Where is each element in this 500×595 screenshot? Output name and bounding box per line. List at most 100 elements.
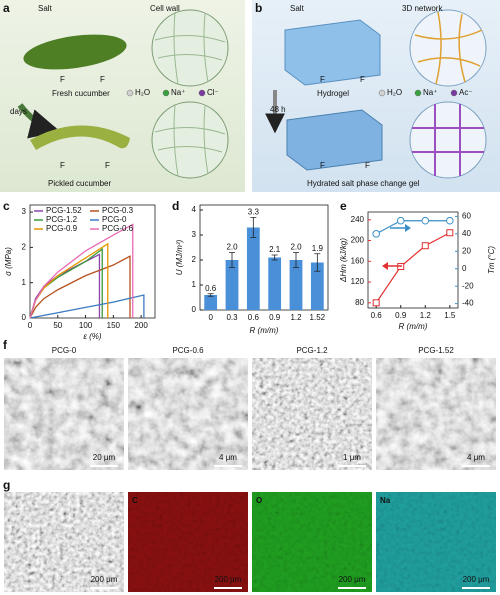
map-texture xyxy=(252,492,372,592)
sem-image xyxy=(376,358,496,470)
element-label: O xyxy=(256,496,262,505)
y-tick-label: 2 xyxy=(192,255,197,264)
axis-title: R (m/m) xyxy=(250,326,279,335)
bar xyxy=(289,260,303,310)
legend-label: PCG-1.2 xyxy=(46,215,78,224)
scale-label: 200 μm xyxy=(463,575,490,584)
y-tick-label: 3 xyxy=(22,207,27,216)
legend-label: PCG-0.6 xyxy=(102,224,134,233)
error-bar xyxy=(250,217,257,238)
element-label: Na xyxy=(380,496,391,505)
image-label: PCG-0.6 xyxy=(172,346,204,355)
y-tick-label: 40 xyxy=(462,229,471,238)
legend-dot xyxy=(162,89,170,97)
force-label: F xyxy=(60,161,65,170)
error-bar xyxy=(271,254,278,261)
legend-label: PCG-0.3 xyxy=(102,206,134,215)
image-label: PCG-1.52 xyxy=(418,346,454,355)
legend-label: PCG-0.9 xyxy=(46,224,78,233)
y-tick-label: 160 xyxy=(351,256,365,265)
bar xyxy=(268,257,282,310)
error-bar xyxy=(229,252,235,268)
hydrogel-block xyxy=(284,19,381,86)
marker xyxy=(446,216,454,225)
zoom-circle xyxy=(151,101,229,179)
axis-title: U (MJ/m³) xyxy=(175,239,184,275)
marker xyxy=(372,230,380,238)
y-tick-label: 2 xyxy=(22,242,27,251)
arrow-head xyxy=(405,224,411,232)
marker xyxy=(421,242,429,250)
y-tick-label: 0 xyxy=(462,264,467,273)
label: 48 h xyxy=(270,105,286,114)
series-line xyxy=(375,232,451,304)
element-label: C xyxy=(132,496,138,505)
axis-title: R (m/m) xyxy=(399,322,428,331)
scale-label: 200 μm xyxy=(215,575,242,584)
force-label: F xyxy=(360,75,365,84)
legend-dot xyxy=(126,89,134,97)
legend-label: H₂O xyxy=(135,88,150,97)
x-tick-label: 0.3 xyxy=(226,313,238,322)
panel-label: c xyxy=(3,199,10,213)
value-label: 2.0 xyxy=(226,243,238,252)
axis-title: ε (%) xyxy=(83,332,102,341)
legend-dot xyxy=(414,89,422,97)
y-tick-label: 0 xyxy=(192,305,197,314)
zoom-circle xyxy=(409,9,487,87)
time-arrow xyxy=(17,103,60,139)
x-tick-label: 0 xyxy=(28,321,33,330)
image-label: PCG-1.2 xyxy=(296,346,328,355)
series-line xyxy=(29,294,145,319)
x-tick-label: 50 xyxy=(53,321,62,330)
legend-label: Na⁺ xyxy=(171,88,185,97)
panel-label: a xyxy=(3,1,10,15)
sem-image xyxy=(4,358,124,470)
label: Cell wall xyxy=(150,4,180,13)
label: 3D network xyxy=(402,4,443,13)
legend-label: Cl⁻ xyxy=(207,88,219,97)
scale-label: 4 μm xyxy=(219,453,237,462)
force-label: F xyxy=(320,161,325,170)
bar xyxy=(204,295,218,310)
y-tick-label: 0 xyxy=(22,313,27,322)
y-tick-label: 80 xyxy=(355,298,364,307)
scale-label: 200 μm xyxy=(339,575,366,584)
y-tick-label: 200 xyxy=(351,236,365,245)
bar xyxy=(225,260,239,310)
sem-image xyxy=(128,358,248,470)
sem-image xyxy=(4,492,124,592)
map-texture xyxy=(376,492,496,592)
x-tick-label: 1.52 xyxy=(310,313,326,322)
marker xyxy=(396,216,405,225)
map-texture xyxy=(128,492,248,592)
error-bar xyxy=(207,293,214,297)
label: Hydrated salt phase change gel xyxy=(307,179,420,188)
x-tick-label: 150 xyxy=(107,321,121,330)
series-line xyxy=(29,247,103,319)
scale-label: 1 μm xyxy=(343,453,361,462)
y-tick-label: 60 xyxy=(462,211,471,220)
axes-frame xyxy=(367,211,459,309)
scale-label: 200 μm xyxy=(91,575,118,584)
force-label: F xyxy=(105,161,110,170)
value-label: 2.0 xyxy=(290,243,302,252)
force-label: F xyxy=(365,161,370,170)
label: Pickled cucumber xyxy=(48,179,111,188)
value-label: 1.9 xyxy=(312,244,324,253)
y-tick-label: 3 xyxy=(192,230,197,239)
scale-label: 4 μm xyxy=(467,453,485,462)
error-bar xyxy=(293,252,299,268)
y-tick-label: -20 xyxy=(462,281,474,290)
legend-dot xyxy=(378,89,386,97)
panel-label: g xyxy=(3,478,10,492)
panel-label: d xyxy=(172,199,179,213)
x-tick-label: 1.2 xyxy=(420,311,432,320)
network xyxy=(414,11,483,85)
y-tick-label: 240 xyxy=(351,215,365,224)
value-label: 3.3 xyxy=(248,208,260,217)
y-tick-label: 120 xyxy=(351,277,365,286)
label: Salt xyxy=(38,4,53,13)
